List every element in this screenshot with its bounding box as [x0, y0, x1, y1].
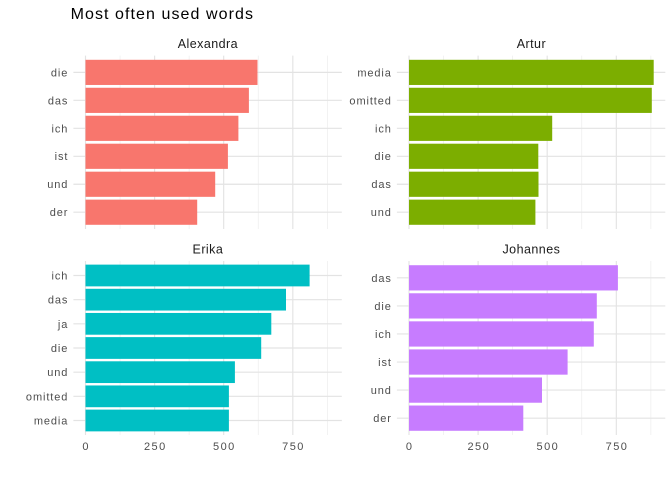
svg-text:ich: ich: [375, 123, 392, 135]
svg-text:und: und: [47, 367, 68, 379]
svg-text:die: die: [51, 67, 68, 79]
svg-text:0: 0: [406, 441, 414, 453]
svg-text:der: der: [50, 207, 69, 219]
svg-text:500: 500: [213, 441, 236, 453]
svg-text:der: der: [373, 413, 392, 425]
svg-text:Alexandra: Alexandra: [178, 37, 238, 51]
svg-text:das: das: [48, 295, 68, 307]
svg-text:Erika: Erika: [193, 242, 224, 256]
svg-text:250: 250: [467, 441, 490, 453]
svg-text:750: 750: [282, 441, 305, 453]
svg-text:ist: ist: [378, 357, 392, 369]
svg-text:das: das: [371, 179, 391, 191]
svg-text:die: die: [374, 301, 391, 313]
svg-text:250: 250: [144, 441, 167, 453]
svg-text:0: 0: [82, 441, 90, 453]
svg-text:ist: ist: [55, 151, 69, 163]
svg-text:die: die: [374, 151, 391, 163]
svg-text:das: das: [48, 95, 68, 107]
svg-text:Artur: Artur: [517, 37, 546, 51]
svg-text:ich: ich: [52, 270, 69, 282]
svg-text:media: media: [34, 415, 68, 427]
svg-text:omitted: omitted: [26, 391, 68, 403]
svg-text:Most often used words: Most often used words: [71, 6, 254, 23]
svg-text:das: das: [371, 273, 391, 285]
svg-text:500: 500: [537, 441, 560, 453]
svg-text:und: und: [47, 179, 68, 191]
svg-text:omitted: omitted: [349, 95, 391, 107]
svg-text:media: media: [357, 67, 391, 79]
svg-text:die: die: [51, 343, 68, 355]
svg-text:ich: ich: [52, 123, 69, 135]
svg-text:ich: ich: [375, 329, 392, 341]
svg-text:und: und: [371, 207, 392, 219]
svg-text:ja: ja: [57, 319, 68, 331]
svg-text:Johannes: Johannes: [502, 242, 560, 256]
svg-text:und: und: [371, 385, 392, 397]
svg-text:750: 750: [606, 441, 629, 453]
